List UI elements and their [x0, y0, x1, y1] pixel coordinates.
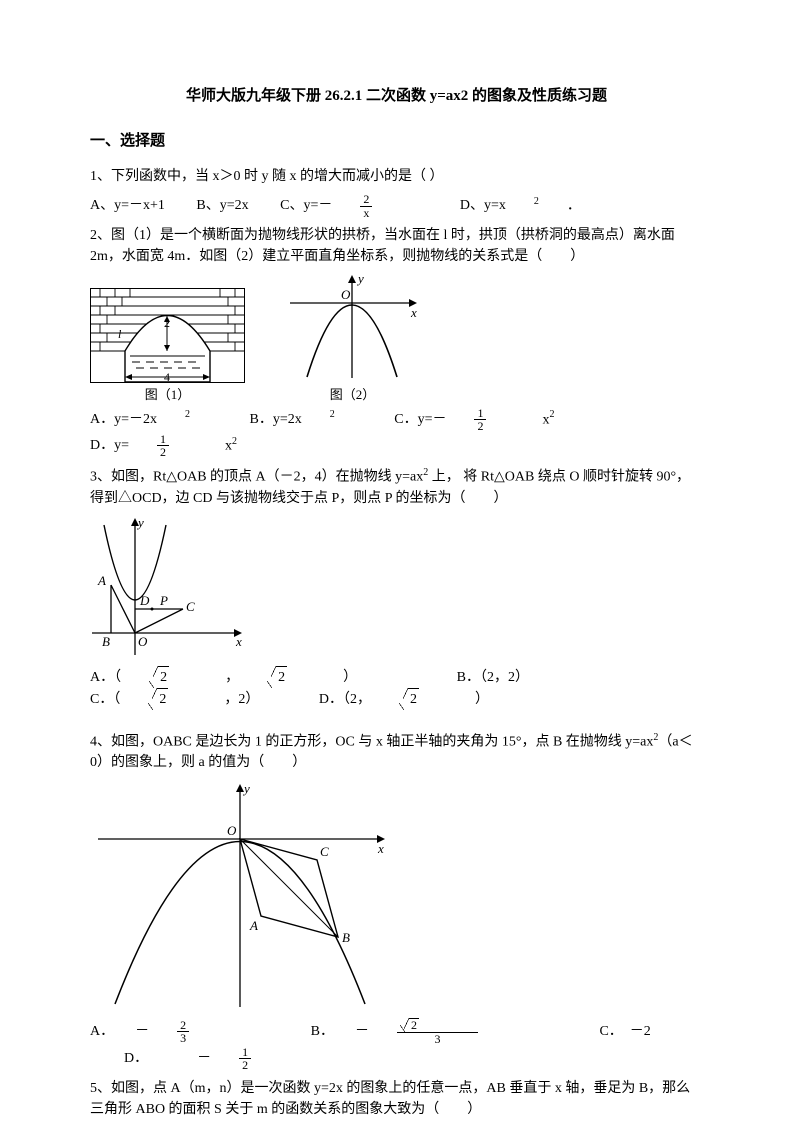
- svg-text:C: C: [320, 844, 329, 859]
- fig2-caption: 图（2）: [285, 385, 420, 405]
- svg-text:P: P: [159, 593, 168, 608]
- svg-text:B: B: [102, 634, 110, 649]
- q1-opt-b: B、y=2x: [196, 195, 248, 216]
- q4-options: A． －23 B． －23 C． －2 D． －12: [90, 1018, 703, 1071]
- q3-opt-c: C．（2，2）: [90, 688, 287, 710]
- bridge-figure: l 2 4: [90, 288, 245, 383]
- q4-opt-c: C． －2: [599, 1021, 650, 1042]
- svg-text:y: y: [356, 273, 364, 286]
- q1-options: A、y=－x+1 B、y=2x C、y=－2x D、y=x2．: [90, 193, 703, 219]
- q1-opt-c: C、y=－2x: [280, 193, 428, 219]
- q4-opt-b: B． －23: [311, 1018, 534, 1045]
- q2-figures: l 2 4 图（1） O x y 图（2）: [90, 273, 703, 405]
- q2-opt-a: A．y=－2x2: [90, 407, 218, 430]
- svg-text:A: A: [97, 573, 106, 588]
- svg-text:O: O: [227, 823, 237, 838]
- q3-opt-b: B．（2，2）: [457, 667, 529, 688]
- q1-opt-d: D、y=x2．: [460, 194, 581, 217]
- fig1-caption: 图（1）: [90, 385, 245, 405]
- page-title: 华师大版九年级下册 26.2.1 二次函数 y=ax2 的图象及性质练习题: [90, 85, 703, 108]
- q2-opt-b: B．y=2x2: [250, 407, 363, 430]
- q3-options: A．（2，2） B．（2，2） C．（2，2） D．（2，2）: [90, 666, 703, 710]
- axes-parabola-down: O x y: [285, 273, 420, 383]
- question-4: 4、如图，OABC 是边长为 1 的正方形，OC 与 x 轴正半轴的夹角为 15…: [90, 730, 703, 774]
- q1-opt-a: A、y=－x+1: [90, 195, 165, 216]
- svg-text:D: D: [139, 593, 150, 608]
- svg-text:O: O: [138, 634, 148, 649]
- svg-text:x: x: [410, 305, 417, 320]
- question-2: 2、图（1）是一个横断面为抛物线形状的拱桥，当水面在 l 时，拱顶（拱桥洞的最高…: [90, 225, 703, 267]
- svg-text:C: C: [186, 599, 195, 614]
- question-1: 1、下列函数中，当 x＞0 时 y 随 x 的增大而减小的是（ ）: [90, 166, 703, 187]
- svg-text:A: A: [249, 918, 258, 933]
- svg-text:x: x: [377, 841, 384, 856]
- q2-opt-d: D．y=12x2: [90, 433, 265, 459]
- q3-opt-d: D．（2，2）: [319, 688, 517, 710]
- svg-text:O: O: [341, 287, 351, 302]
- question-5: 5、如图，点 A（m，n）是一次函数 y=2x 的图象上的任意一点，AB 垂直于…: [90, 1078, 703, 1120]
- q4-opt-d: D． －12: [124, 1046, 307, 1072]
- q3-figure: y x O A B D P C: [90, 515, 245, 660]
- svg-text:x: x: [235, 634, 242, 649]
- q2-options: A．y=－2x2 B．y=2x2 C．y=－12x2 D．y=12x2: [90, 407, 703, 459]
- svg-text:y: y: [136, 515, 144, 530]
- q2-opt-c: C．y=－12x2: [394, 407, 582, 433]
- q3-opt-a: A．（2，2）: [90, 666, 385, 688]
- svg-text:y: y: [242, 781, 250, 796]
- section-heading: 一、选择题: [90, 130, 703, 153]
- q4-opt-a: A． －23: [90, 1019, 245, 1045]
- q4-figure: y x O C B A: [90, 779, 390, 1014]
- svg-text:l: l: [118, 327, 122, 341]
- question-3: 3、如图，Rt△OAB 的顶点 A（－2，4）在抛物线 y=ax2 上， 将 R…: [90, 465, 703, 509]
- svg-text:B: B: [342, 930, 350, 945]
